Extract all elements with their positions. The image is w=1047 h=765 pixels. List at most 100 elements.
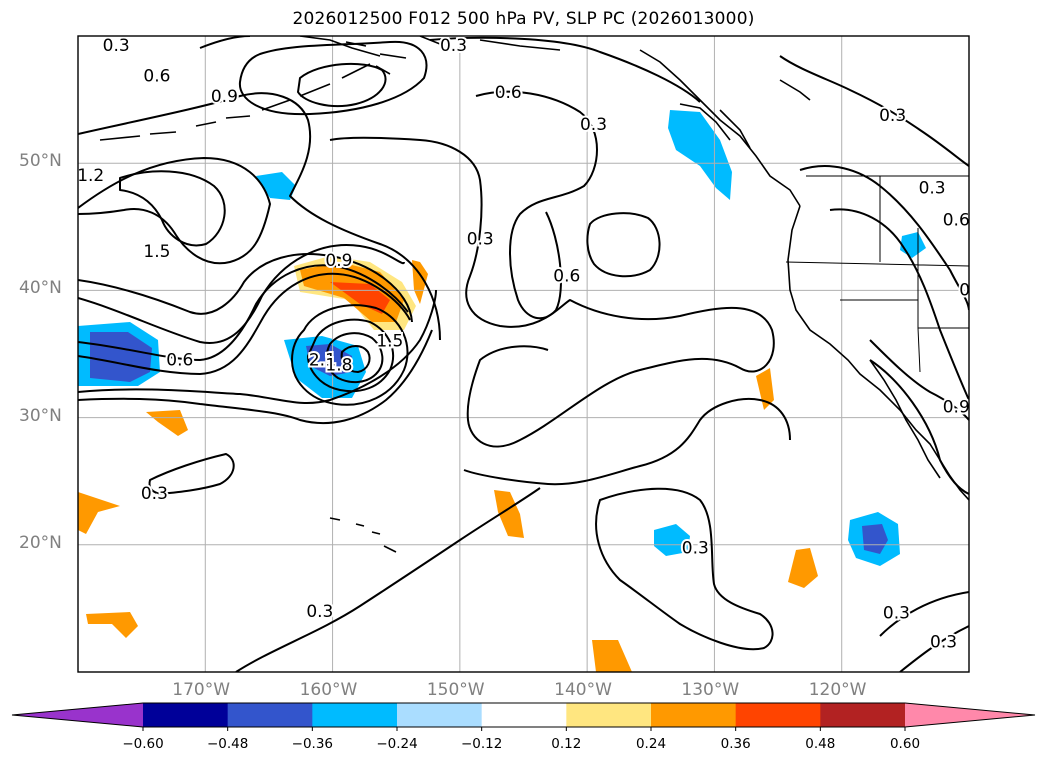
pv-contour-zonal-1-5 bbox=[78, 264, 409, 361]
positive-pv-anomaly-10n-140w bbox=[592, 640, 632, 672]
latitude-label: 40°N bbox=[19, 278, 62, 299]
pv-contour-zonal-0-9 bbox=[78, 253, 413, 323]
contour-label: 0.3 bbox=[580, 115, 607, 135]
pv-contour-central-0-6-small bbox=[586, 212, 661, 278]
pv-contour-south-0-6 bbox=[78, 289, 437, 404]
contour-label: 0.6 bbox=[553, 266, 580, 286]
colorbar-segment bbox=[820, 703, 906, 727]
latitude-label: 50°N bbox=[19, 151, 62, 172]
pv-contour-southcentral-0-3 bbox=[595, 487, 774, 651]
pv-contour-east-0-9 bbox=[869, 339, 969, 421]
pv-contour-central-0-3-large bbox=[329, 136, 775, 448]
pv-contour-aleutian-0-9 bbox=[297, 62, 387, 108]
colorbar-segment bbox=[735, 703, 821, 727]
colorbar-segment bbox=[143, 703, 229, 727]
contour-label: 0.3 bbox=[103, 36, 130, 56]
colorbar-extend-high bbox=[905, 703, 1035, 727]
contour-label: 0.6 bbox=[166, 350, 193, 370]
longitude-label: 140°W bbox=[554, 680, 612, 700]
contour-label: 0.6 bbox=[943, 210, 970, 230]
figure-title: 2026012500 F012 500 hPa PV, SLP PC (2026… bbox=[292, 9, 755, 29]
colorbar bbox=[11, 702, 1036, 731]
negative-pv-anomaly-central-core bbox=[306, 344, 352, 376]
negative-pv-anomaly-bc-coast bbox=[668, 110, 732, 200]
contour-label: 0.6 bbox=[495, 83, 522, 103]
coastlines bbox=[99, 36, 969, 553]
aleutian-islands bbox=[99, 41, 407, 141]
map-frame bbox=[77, 35, 970, 673]
contour-label: 1.2 bbox=[77, 166, 104, 186]
negative-pv-anomaly-west-core bbox=[90, 332, 152, 382]
negative-pv-anomaly-20n-117w-core bbox=[862, 524, 888, 554]
colorbar-tick-label: 0.24 bbox=[635, 736, 667, 752]
colorbar-segment bbox=[227, 703, 313, 727]
colorbar-tick-label: 0.60 bbox=[889, 736, 921, 752]
pv-contour-south-0-3 bbox=[78, 329, 433, 424]
contour-label-layer: 0.3 0.6 0.9 0.3 0.6 0.3 0.3 1.2 1.5 0.9 0.3 0.6 0.3 0… bbox=[77, 36, 986, 655]
pv-contour-low-ring-1 bbox=[291, 304, 409, 406]
positive-pv-anomaly-16n-123w bbox=[788, 548, 818, 588]
contour-label: 0.9 bbox=[211, 87, 238, 107]
contour-label: 0.6 bbox=[143, 67, 170, 87]
graticule bbox=[78, 36, 969, 672]
colorbar-tick-label: 0.36 bbox=[720, 736, 751, 752]
alaska-coast bbox=[299, 36, 561, 57]
contour-label: 1.8 bbox=[325, 355, 352, 375]
colorbar-tick-label: −0.48 bbox=[206, 736, 249, 752]
longitude-label: 160°W bbox=[299, 680, 358, 700]
pv-contour-west-1-5 bbox=[119, 170, 226, 247]
negative-pv-anomaly-aleutian bbox=[256, 172, 296, 200]
contour-label: 0.3 bbox=[440, 36, 467, 56]
positive-pv-anomaly-22n-145w bbox=[494, 490, 524, 538]
contour-label: 0.3 bbox=[306, 602, 333, 622]
us-borders bbox=[785, 175, 969, 373]
colorbar-tick-label: 0.12 bbox=[551, 736, 582, 752]
positive-pv-anomaly-west-30n bbox=[146, 410, 188, 436]
colorbar-tick-label: −0.24 bbox=[376, 736, 418, 752]
longitude-label: 170°W bbox=[172, 680, 231, 700]
pv-contour-east-0-3 bbox=[779, 55, 969, 167]
bc-coast bbox=[639, 49, 801, 207]
pv-contour-southeast-0-3b bbox=[899, 625, 969, 672]
pv-contour-aleutian-0-6 bbox=[238, 40, 428, 116]
negative-pv-anomaly-20n-133w bbox=[654, 524, 690, 556]
latitude-label: 20°N bbox=[19, 532, 62, 553]
pv-contour-central-0-3-south bbox=[463, 398, 791, 486]
pv-contour-zonal-0-3 bbox=[78, 92, 441, 341]
pv-contour-west-1-2 bbox=[78, 157, 271, 265]
pv-contour-central-0-6-blob bbox=[475, 90, 598, 320]
pv-contour-low-ring-4 bbox=[340, 345, 371, 373]
colorbar-segment bbox=[397, 703, 483, 727]
positive-pv-anomaly-32n-125w bbox=[756, 368, 774, 410]
pv-anomaly-shading bbox=[78, 110, 926, 672]
colorbar-segment bbox=[651, 703, 737, 727]
us-west-coast bbox=[787, 205, 969, 501]
state-borders bbox=[785, 176, 969, 373]
contour-label: 1.5 bbox=[376, 331, 403, 351]
baja-california bbox=[869, 359, 941, 479]
contour-label: 0.3 bbox=[467, 230, 494, 250]
contour-label: 0.3 bbox=[930, 633, 957, 653]
colorbar-tick-label: −0.12 bbox=[460, 736, 503, 752]
positive-pv-anomaly-west-15n bbox=[86, 612, 138, 638]
pv-contour-southwest-0-3 bbox=[235, 487, 541, 672]
pv-contours bbox=[78, 36, 969, 672]
colorbar-segment bbox=[566, 703, 652, 727]
longitude-label: 120°W bbox=[808, 680, 867, 700]
pv-contour-east-0-3b bbox=[799, 165, 969, 311]
positive-pv-anomaly-west-edge bbox=[78, 492, 120, 534]
contour-label: 0.3 bbox=[919, 179, 946, 199]
contour-label: 0.3 bbox=[883, 603, 910, 623]
colorbar-segment bbox=[481, 703, 567, 727]
bc-islands bbox=[679, 79, 811, 149]
contour-label: 1.5 bbox=[143, 242, 170, 262]
contour-label: 0.3 bbox=[141, 484, 168, 504]
map-plot-area bbox=[78, 36, 969, 672]
pv-contour-east-0-6 bbox=[829, 208, 969, 401]
pv-contour-zonal-1-2 bbox=[78, 272, 411, 375]
colorbar-tick-label: −0.60 bbox=[122, 736, 164, 752]
pv-contour-low-ring-3 bbox=[325, 332, 384, 384]
longitude-label: 130°W bbox=[681, 680, 740, 700]
contour-label: 0.3 bbox=[959, 280, 986, 300]
